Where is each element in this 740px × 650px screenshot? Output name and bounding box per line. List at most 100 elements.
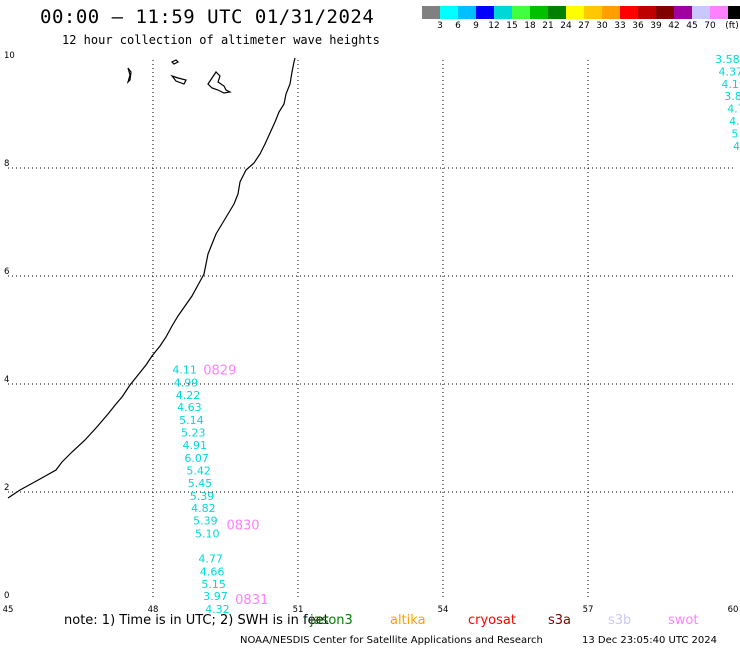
legend-swatch bbox=[692, 6, 710, 19]
legend-label: (ft) bbox=[725, 21, 739, 31]
wave-height-value-edge: 3.58 bbox=[715, 53, 740, 66]
generated-timestamp: 13 Dec 23:05:40 UTC 2024 bbox=[582, 635, 717, 646]
wave-height-value-edge: 4 bbox=[733, 140, 740, 153]
legend-swatch bbox=[584, 6, 602, 19]
legend-label: 30 bbox=[596, 21, 608, 31]
legend-swatch bbox=[566, 6, 584, 19]
legend-swatch bbox=[728, 6, 740, 19]
legend-label: 15 bbox=[506, 21, 518, 31]
wave-height-value-edge: 4.7 bbox=[727, 103, 740, 116]
legend-swatch bbox=[638, 6, 656, 19]
coastline bbox=[7, 57, 296, 499]
pass-time-label: 0830 bbox=[226, 518, 259, 533]
legend-label: 70 bbox=[704, 21, 716, 31]
credit-line: NOAA/NESDIS Center for Satellite Applica… bbox=[240, 635, 543, 646]
wave-height-value: 5.42 bbox=[186, 464, 211, 477]
mission-cryosat: cryosat bbox=[468, 613, 516, 628]
wave-height-value: 4.99 bbox=[174, 376, 199, 389]
y-tick-label: 2 bbox=[4, 483, 9, 493]
wave-height-value: 4.11 bbox=[172, 363, 197, 376]
legend-swatch bbox=[674, 6, 692, 19]
pass-time-label: 0831 bbox=[235, 593, 268, 608]
legend-swatch bbox=[620, 6, 638, 19]
legend-swatch bbox=[440, 6, 458, 19]
page-subtitle: 12 hour collection of altimeter wave hei… bbox=[62, 33, 380, 47]
legend-swatch bbox=[710, 6, 728, 19]
x-tick-label: 60 bbox=[728, 605, 739, 615]
legend-label: 6 bbox=[455, 21, 461, 31]
legend-swatch bbox=[656, 6, 674, 19]
y-tick-label: 10 bbox=[4, 51, 15, 61]
legend-label: 42 bbox=[668, 21, 680, 31]
map-gridlines bbox=[8, 60, 733, 600]
legend-label: 12 bbox=[488, 21, 500, 31]
wave-height-value: 4.32 bbox=[205, 603, 230, 616]
wave-height-value: 4.63 bbox=[177, 401, 202, 414]
legend-label: 27 bbox=[578, 21, 590, 31]
wave-height-labels: 4.114.994.224.635.145.234.916.075.425.45… bbox=[172, 53, 740, 616]
wave-height-value: 5.23 bbox=[181, 427, 206, 440]
samhah-islet bbox=[126, 67, 132, 85]
mission-swot: swot bbox=[668, 613, 699, 628]
x-tick-label: 45 bbox=[3, 605, 14, 615]
x-tick-label: 54 bbox=[438, 605, 449, 615]
footer-note: note: 1) Time is in UTC; 2) SWH is in fe… bbox=[64, 613, 329, 628]
mission-altika: altika bbox=[390, 613, 426, 628]
wave-height-value-edge: 5 bbox=[732, 127, 739, 140]
y-tick-label: 8 bbox=[4, 159, 9, 169]
wave-height-value: 5.15 bbox=[201, 578, 226, 591]
color-legend: 3 6 9 12 15 18 21 24 27 30 33 36 39 42 45 70 (ft) bbox=[422, 6, 740, 31]
legend-label: 9 bbox=[473, 21, 479, 31]
mission-jason3: jason3 bbox=[310, 613, 353, 628]
legend-label: 36 bbox=[632, 21, 644, 31]
wave-height-value: 4.77 bbox=[198, 552, 223, 565]
wave-height-value: 4.66 bbox=[200, 565, 225, 578]
abd-al-kuri-island bbox=[170, 74, 187, 85]
wave-height-value: 5.10 bbox=[195, 528, 220, 541]
wave-height-value: 5.39 bbox=[190, 490, 215, 503]
legend-label: 39 bbox=[650, 21, 662, 31]
legend-label: 3 bbox=[437, 21, 443, 31]
wave-height-value: 5.45 bbox=[188, 477, 213, 490]
legend-swatch bbox=[422, 6, 440, 19]
legend-label: 45 bbox=[686, 21, 698, 31]
wave-height-value-edge: 4. bbox=[729, 115, 740, 128]
legend-swatch bbox=[494, 6, 512, 19]
legend-labels: 3 6 9 12 15 18 21 24 27 30 33 36 39 42 45 70 (ft) bbox=[422, 19, 740, 31]
pass-time-labels: 0829 0830 0831 bbox=[203, 363, 268, 607]
wave-height-value: 4.22 bbox=[176, 389, 201, 402]
legend-label: 21 bbox=[542, 21, 554, 31]
wave-height-value-edge: 4.37 bbox=[719, 65, 740, 78]
legend-swatches bbox=[422, 6, 740, 19]
wave-height-value: 5.39 bbox=[193, 515, 218, 528]
legend-swatch bbox=[530, 6, 548, 19]
legend-swatch bbox=[458, 6, 476, 19]
y-tick-label: 0 bbox=[4, 591, 9, 601]
legend-label: 33 bbox=[614, 21, 626, 31]
wave-height-value: 4.91 bbox=[182, 439, 207, 452]
darsah-islet bbox=[170, 59, 180, 65]
legend-label: 18 bbox=[524, 21, 536, 31]
somalia-coastline bbox=[7, 57, 296, 499]
wave-height-value-edge: 3.8 bbox=[724, 90, 740, 103]
wave-height-value: 5.14 bbox=[179, 414, 204, 427]
legend-swatch bbox=[602, 6, 620, 19]
legend-label: 24 bbox=[560, 21, 572, 31]
pass-time-label: 0829 bbox=[203, 363, 236, 378]
socotra-island bbox=[207, 71, 232, 94]
mission-s3b: s3b bbox=[608, 613, 632, 628]
wave-height-value: 4.82 bbox=[191, 502, 216, 515]
x-tick-label: 51 bbox=[293, 605, 304, 615]
wave-height-value: 6.07 bbox=[184, 452, 209, 465]
legend-swatch bbox=[476, 6, 494, 19]
y-tick-label: 6 bbox=[4, 267, 9, 277]
wave-height-value: 3.97 bbox=[203, 590, 228, 603]
wave-height-value-edge: 4.19 bbox=[721, 78, 740, 91]
mission-s3a: s3a bbox=[548, 613, 572, 628]
x-tick-label: 48 bbox=[148, 605, 159, 615]
y-tick-label: 4 bbox=[4, 375, 9, 385]
page-title: 00:00 — 11:59 UTC 01/31/2024 bbox=[40, 6, 375, 28]
legend-swatch bbox=[512, 6, 530, 19]
